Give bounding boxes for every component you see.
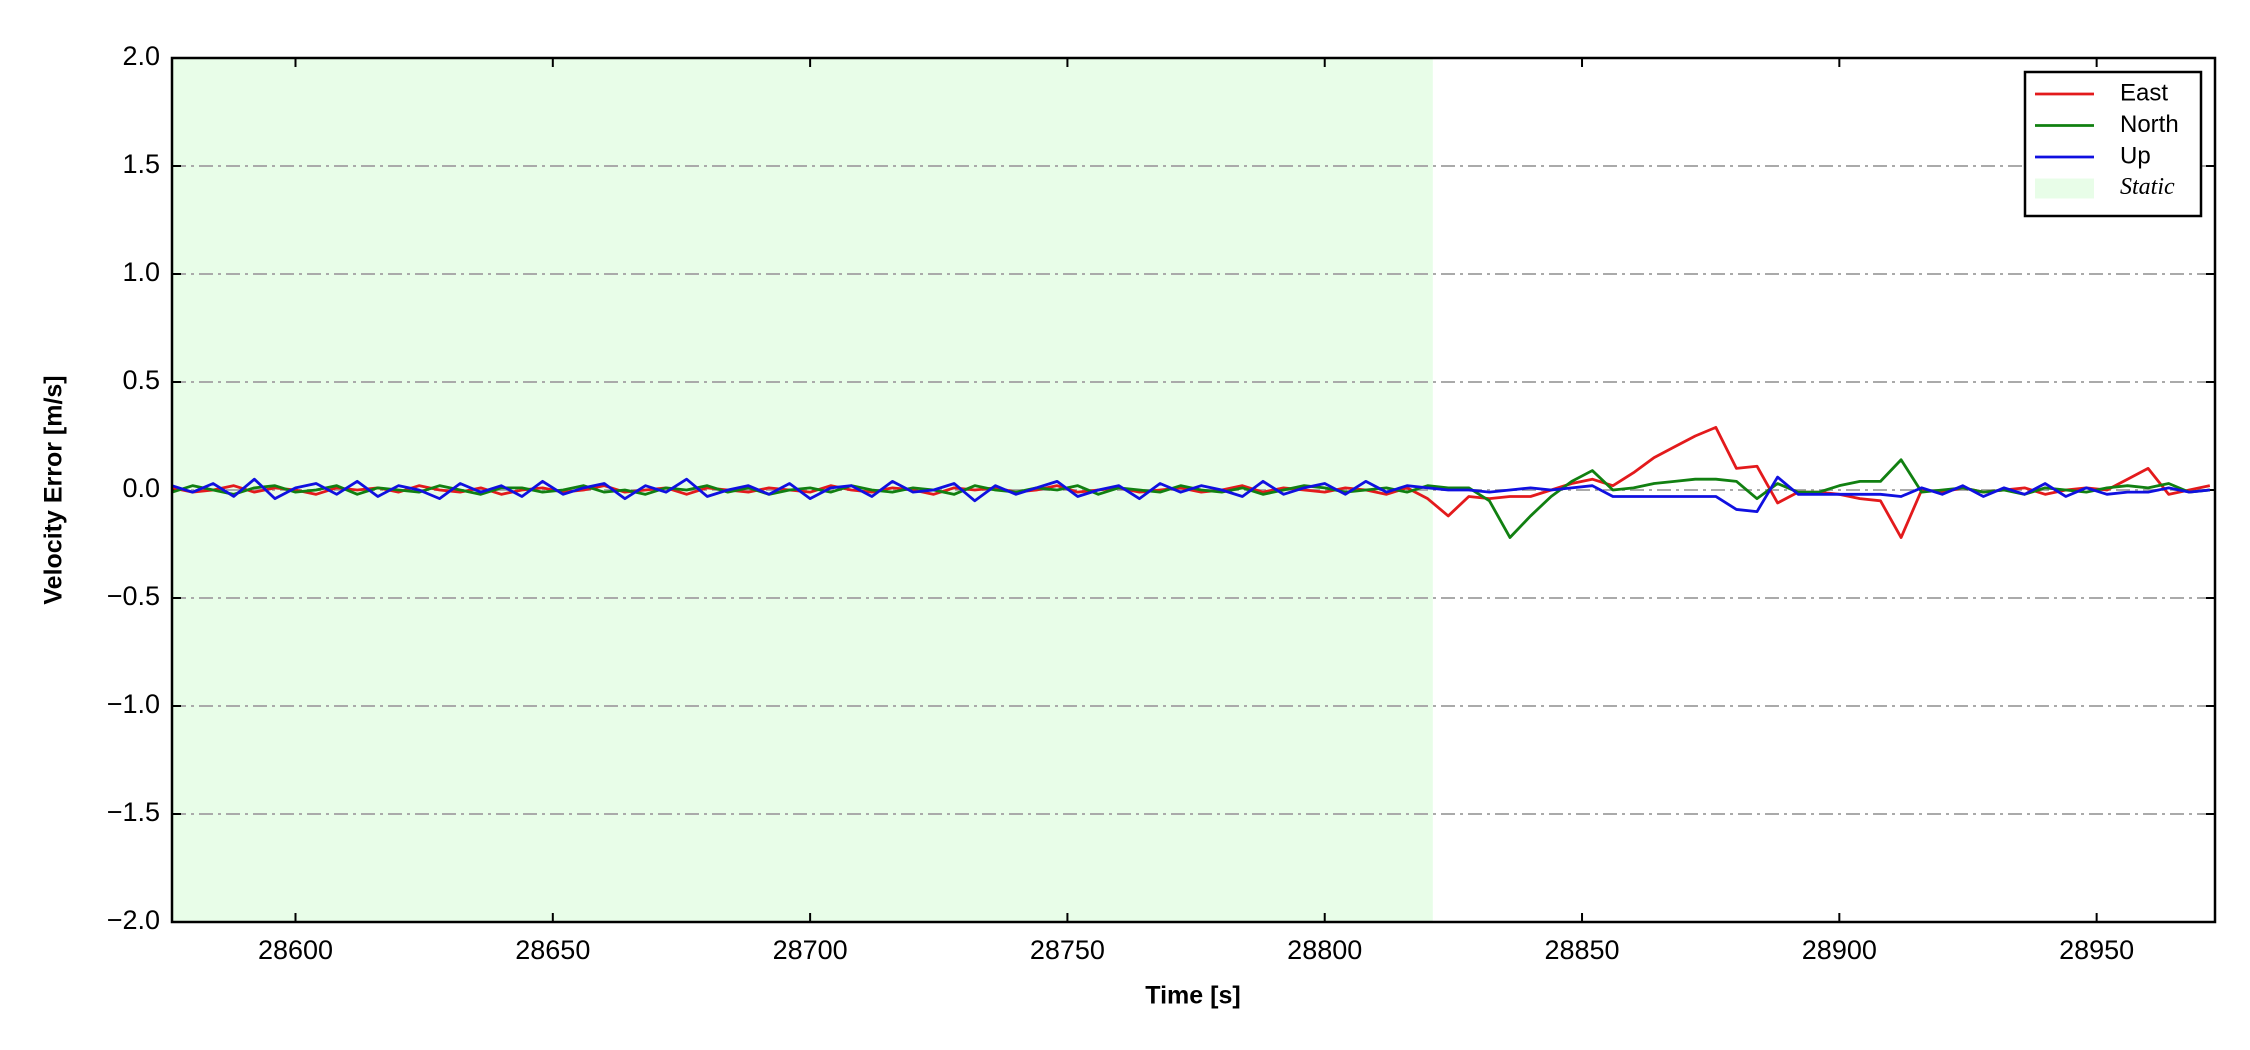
legend-label: East bbox=[2120, 79, 2168, 106]
x-tick-label: 28600 bbox=[258, 935, 333, 965]
legend-label: Up bbox=[2120, 142, 2151, 169]
x-tick-label: 28700 bbox=[773, 935, 848, 965]
x-tick-label: 28850 bbox=[1544, 935, 1619, 965]
legend-swatch bbox=[2035, 178, 2094, 199]
y-tick-label: 2.0 bbox=[122, 41, 160, 71]
y-tick-label: 0.5 bbox=[122, 365, 160, 395]
x-axis-label: Time [s] bbox=[1145, 982, 1240, 1010]
series-line bbox=[171, 475, 2210, 513]
x-tick-label: 28900 bbox=[1802, 935, 1877, 965]
legend-label: North bbox=[2120, 111, 2179, 138]
plot-frame bbox=[170, 56, 2217, 924]
y-tick-label: 0.0 bbox=[122, 473, 160, 503]
y-tick-label: −1.5 bbox=[107, 797, 160, 827]
y-tick-label: −2.0 bbox=[107, 905, 160, 935]
y-tick-label: 1.5 bbox=[122, 149, 160, 179]
x-tick-label: 28950 bbox=[2059, 935, 2134, 965]
y-tick-label: −0.5 bbox=[107, 581, 160, 611]
legend-label: Static bbox=[2120, 174, 2175, 200]
y-tick-label: −1.0 bbox=[107, 689, 160, 719]
x-tick-label: 28650 bbox=[515, 935, 590, 965]
x-tick-label: 28800 bbox=[1287, 935, 1362, 965]
y-axis-label: Velocity Error [m/s] bbox=[40, 375, 68, 604]
y-tick-label: 1.0 bbox=[122, 257, 160, 287]
x-tick-label: 28750 bbox=[1030, 935, 1105, 965]
